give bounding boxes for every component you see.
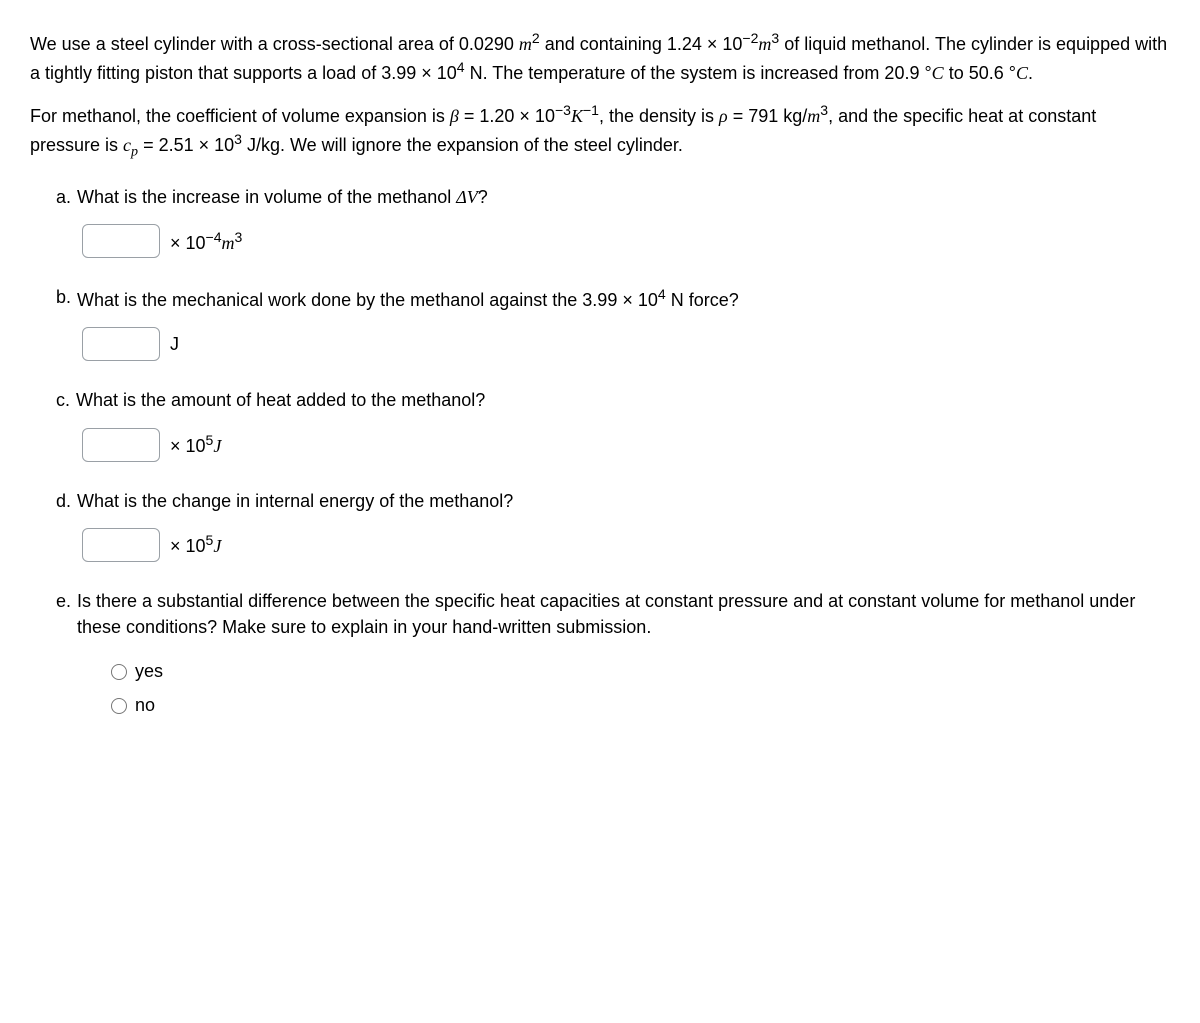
- text: to 50.6 °: [944, 63, 1016, 83]
- text: N. The temperature of the system is incr…: [465, 63, 932, 83]
- question-letter: b.: [56, 284, 71, 310]
- text: What is the increase in volume of the me…: [77, 187, 456, 207]
- questions-list: a. What is the increase in volume of the…: [30, 184, 1170, 718]
- var-m: m: [222, 233, 235, 253]
- text: × 10: [170, 436, 206, 456]
- exp: −1: [583, 102, 599, 118]
- text: × 10: [170, 536, 206, 556]
- radio-row-no: no: [106, 692, 1170, 718]
- radio-row-yes: yes: [106, 658, 1170, 684]
- question-text: What is the change in internal energy of…: [77, 488, 1170, 514]
- var-J: J: [213, 436, 221, 456]
- text: and containing 1.24 × 10: [540, 34, 743, 54]
- exp: 3: [235, 229, 243, 245]
- text: ?: [478, 187, 488, 207]
- answer-input-a[interactable]: [82, 224, 160, 258]
- unit-a: × 10−4m3: [170, 227, 242, 256]
- text: , the density is: [599, 106, 719, 126]
- text: What is the mechanical work done by the …: [77, 290, 658, 310]
- question-letter: e.: [56, 588, 71, 614]
- question-text: Is there a substantial difference betwee…: [77, 588, 1170, 640]
- var-c: c: [123, 135, 131, 155]
- question-text: What is the mechanical work done by the …: [77, 284, 1170, 313]
- var-deltaV: ΔV: [456, 187, 478, 207]
- text: = 791 kg/: [728, 106, 808, 126]
- var-C: C: [932, 63, 944, 83]
- exp: 4: [658, 286, 666, 302]
- question-a: a. What is the increase in volume of the…: [56, 184, 1170, 258]
- text: .: [1028, 63, 1033, 83]
- answer-row-b: J: [56, 327, 1170, 361]
- exp: −2: [742, 30, 758, 46]
- text: J/kg. We will ignore the expansion of th…: [242, 135, 683, 155]
- question-e: e. Is there a substantial difference bet…: [56, 588, 1170, 718]
- radio-no[interactable]: [111, 698, 127, 714]
- radio-group-e: yes no: [56, 658, 1170, 718]
- exp: 2: [532, 30, 540, 46]
- intro-paragraph-1: We use a steel cylinder with a cross-sec…: [30, 28, 1170, 86]
- question-letter: d.: [56, 488, 71, 514]
- text: = 2.51 × 10: [138, 135, 234, 155]
- answer-input-b[interactable]: [82, 327, 160, 361]
- answer-row-a: × 10−4m3: [56, 224, 1170, 258]
- var-m: m: [758, 34, 771, 54]
- exp: −3: [555, 102, 571, 118]
- question-b: b. What is the mechanical work done by t…: [56, 284, 1170, 361]
- radio-yes[interactable]: [111, 664, 127, 680]
- answer-input-d[interactable]: [82, 528, 160, 562]
- text: For methanol, the coefficient of volume …: [30, 106, 450, 126]
- var-J: J: [213, 536, 221, 556]
- var-K: K: [571, 106, 583, 126]
- problem-intro: We use a steel cylinder with a cross-sec…: [30, 28, 1170, 162]
- question-text: What is the amount of heat added to the …: [76, 387, 1170, 413]
- text: × 10: [170, 233, 206, 253]
- question-d: d. What is the change in internal energy…: [56, 488, 1170, 562]
- sub-p: p: [131, 144, 138, 160]
- exp: −4: [206, 229, 222, 245]
- text: = 1.20 × 10: [459, 106, 555, 126]
- question-letter: c.: [56, 387, 70, 413]
- exp: 3: [820, 102, 828, 118]
- exp: 3: [234, 131, 242, 147]
- question-letter: a.: [56, 184, 71, 210]
- radio-label-yes: yes: [135, 658, 163, 684]
- var-rho: ρ: [719, 106, 728, 126]
- text: We use a steel cylinder with a cross-sec…: [30, 34, 519, 54]
- var-C: C: [1016, 63, 1028, 83]
- question-text: What is the increase in volume of the me…: [77, 184, 1170, 210]
- question-c: c. What is the amount of heat added to t…: [56, 387, 1170, 461]
- unit-d: × 105J: [170, 530, 221, 559]
- exp: 4: [457, 59, 465, 75]
- var-m: m: [519, 34, 532, 54]
- text: N force?: [666, 290, 739, 310]
- var-m: m: [807, 106, 820, 126]
- var-beta: β: [450, 106, 459, 126]
- unit-b: J: [170, 331, 179, 357]
- unit-c: × 105J: [170, 430, 221, 459]
- radio-label-no: no: [135, 692, 155, 718]
- answer-row-d: × 105J: [56, 528, 1170, 562]
- answer-input-c[interactable]: [82, 428, 160, 462]
- intro-paragraph-2: For methanol, the coefficient of volume …: [30, 100, 1170, 162]
- answer-row-c: × 105J: [56, 428, 1170, 462]
